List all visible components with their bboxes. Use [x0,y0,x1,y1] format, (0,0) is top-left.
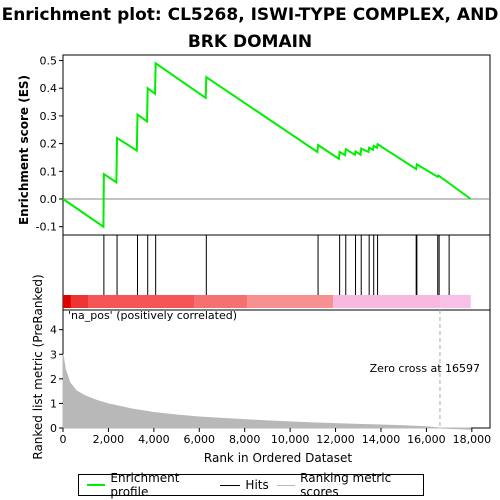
es-y-tick-label: -0.1 [36,221,57,234]
ranking-metric-area [62,354,472,430]
es-y-tick-label: 0.2 [40,138,58,151]
x-tick-label: 10,000 [271,433,310,446]
x-tick-label: 18,000 [453,433,492,446]
rank-y-tick-label: 0 [50,422,57,435]
enrichment-profile-line [62,61,472,229]
legend-swatch-ranking [276,484,296,486]
es-y-tick-label: 0.5 [40,55,58,68]
es-y-tick-label: 0.1 [40,165,58,178]
x-tick-label: 6,000 [184,433,216,446]
positive-correlation-label: 'na_pos' (positively correlated) [68,309,237,322]
x-tick-label: 0 [60,433,67,446]
x-tick-label: 4,000 [138,433,170,446]
x-tick-label: 14,000 [362,433,401,446]
rank-y-tick-label: 4 [50,324,57,337]
legend-item-hits: Hits [220,478,269,492]
es-y-tick-label: 0.3 [40,110,58,123]
x-tick-label: 8,000 [229,433,261,446]
hits-panel [62,234,491,311]
x-tick-label: 2,000 [93,433,125,446]
es-y-tick-label: 0.0 [40,193,58,206]
x-tick-label: 12,000 [316,433,355,446]
color-bar-segment [440,295,471,308]
legend-item-ranking: Ranking metric scores [276,471,423,499]
legend-label-profile: Enrichment profile [110,471,180,499]
color-bar-segment [194,295,247,308]
legend-label-ranking: Ranking metric scores [300,471,392,499]
rank-y-axis-label: Ranked list metric (PreRanked) [31,274,45,459]
zero-cross-label: Zero cross at 16597 [370,362,480,375]
legend-label-hits: Hits [245,478,269,492]
color-bar-segment [246,295,334,308]
legend: Enrichment profile Hits Ranking metric s… [78,471,424,499]
rank-y-tick-label: 1 [50,397,57,410]
es-y-tick-label: 0.4 [40,82,58,95]
rank-y-tick-label: 3 [50,348,57,361]
x-axis: 0 2,000 4,000 6,000 8,000 10,000 12,000 14,000 1… [60,428,492,446]
legend-swatch-profile [87,484,106,486]
color-bar-segment [87,295,195,308]
color-bar-segment [70,295,88,308]
x-tick-label: 16,000 [407,433,446,446]
es-panel: -0.1 0.0 0.1 0.2 0.3 0.4 0.5 [36,54,491,236]
x-axis-label: Rank in Ordered Dataset [204,451,352,465]
rank-y-tick-label: 2 [50,373,57,386]
legend-swatch-hits [220,484,241,486]
chart-title: Enrichment plot: CL5268, ISWI-TYPE COMPL… [1,5,499,52]
legend-item-profile: Enrichment profile [87,471,212,499]
es-y-axis-label: Enrichment score (ES) [17,75,31,225]
color-bar-segment [63,295,71,308]
rank-panel: 0 1 2 3 4 [50,309,491,435]
color-bar-segment [333,295,441,308]
